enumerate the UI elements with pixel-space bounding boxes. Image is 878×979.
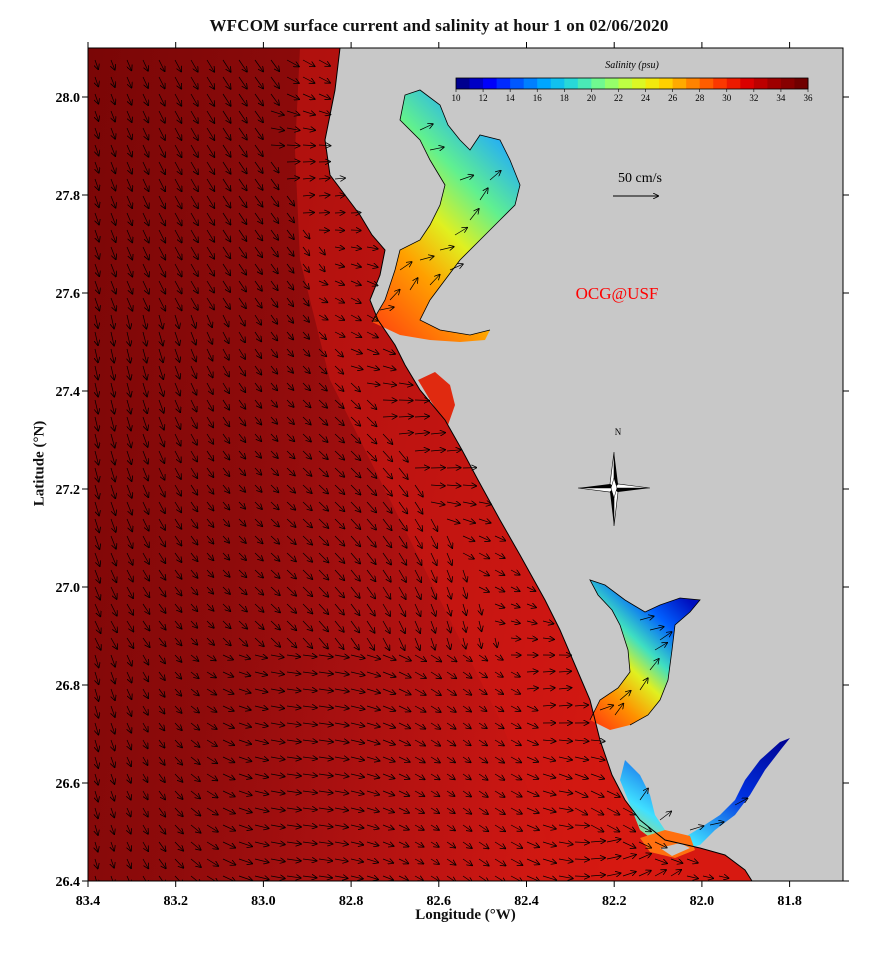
colorbar-cell	[469, 78, 484, 89]
charlotte-harbor	[590, 580, 700, 730]
colorbar-cell	[726, 78, 741, 89]
colorbar-tick-label: 26	[668, 93, 678, 103]
y-axis-label: Latitude (°N)	[31, 420, 48, 507]
colorbar-tick-label: 32	[749, 93, 758, 103]
colorbar-cell	[537, 78, 552, 89]
colorbar-tick-label: 24	[641, 93, 651, 103]
colorbar-tick-label: 10	[452, 93, 462, 103]
sarasota-bay	[418, 372, 455, 425]
y-tick-label: 27.6	[56, 287, 81, 302]
colorbar-cell	[550, 78, 565, 89]
plot-title: WFCOM surface current and salinity at ho…	[209, 16, 669, 35]
y-tick-label: 27.2	[56, 483, 81, 498]
y-tick-label: 27.0	[56, 581, 81, 596]
salinity-colorbar: Salinity (psu) 10 12 14 16 18 20 22 24 26 28 30 32 3…	[452, 60, 814, 103]
colorbar-cell	[604, 78, 619, 89]
x-tick-label: 82.8	[339, 894, 364, 909]
colorbar-cell	[564, 78, 579, 89]
colorbar-cell	[780, 78, 795, 89]
x-tick-label: 82.4	[514, 894, 539, 909]
y-tick-label: 27.4	[56, 385, 81, 400]
colorbar-cell	[767, 78, 782, 89]
x-axis-label: Longitude (°W)	[415, 907, 516, 923]
colorbar-cell	[672, 78, 687, 89]
axis-ticks: 83.4 83.2 83.0 82.8 82.6 82.4 82.2 82.0 81.8 28.0…	[56, 42, 849, 909]
colorbar-cell	[713, 78, 728, 89]
colorbar-cell	[618, 78, 633, 89]
colorbar-cell	[483, 78, 498, 89]
y-tick-label: 28.0	[56, 91, 81, 106]
harbor-outline	[589, 579, 701, 726]
colorbar-tick-label: 28	[695, 93, 705, 103]
plot-frame	[87, 47, 844, 882]
colorbar-tick-label: 12	[479, 93, 488, 103]
colorbar-cell	[632, 78, 647, 89]
y-tick-label: 26.8	[56, 679, 81, 694]
colorbar-cell	[456, 78, 471, 89]
x-tick-label: 83.2	[163, 894, 188, 909]
x-tick-label: 83.0	[251, 894, 276, 909]
compass-north-label: N	[615, 427, 622, 437]
coastal-band	[295, 48, 752, 881]
coastline	[324, 48, 753, 881]
colorbar-cell	[577, 78, 592, 89]
x-tick-label: 83.4	[76, 894, 101, 909]
x-tick-label: 82.6	[427, 894, 452, 909]
colorbar-tick-label: 22	[614, 93, 623, 103]
colorbar-cell	[591, 78, 606, 89]
colorbar-tick-label: 16	[533, 93, 543, 103]
colorbar-cell	[794, 78, 809, 89]
colorbar-tick-label: 30	[722, 93, 732, 103]
colorbar-cell	[523, 78, 538, 89]
compass-rose-icon: N	[577, 427, 651, 527]
current-vectors	[95, 59, 747, 881]
colorbar-cell	[659, 78, 674, 89]
watermark-label: OCG@USF	[576, 284, 659, 303]
colorbar-tick-label: 18	[560, 93, 570, 103]
x-tick-label: 82.0	[690, 894, 715, 909]
colorbar-title: Salinity (psu)	[605, 60, 659, 71]
colorbar-tick-label: 34	[776, 93, 786, 103]
colorbar-tick-label: 36	[804, 93, 814, 103]
colorbar-cell	[753, 78, 768, 89]
colorbar-tick-label: 20	[587, 93, 597, 103]
colorbar-cell	[645, 78, 660, 89]
colorbar-cell	[699, 78, 714, 89]
colorbar-cell	[510, 78, 525, 89]
y-tick-label: 27.8	[56, 189, 81, 204]
colorbar-cell	[686, 78, 701, 89]
tampa-bay	[372, 90, 520, 342]
colorbar-cell	[496, 78, 511, 89]
colorbar-cell	[740, 78, 755, 89]
colorbar-tick-label: 14	[506, 93, 516, 103]
y-tick-label: 26.6	[56, 777, 81, 792]
x-tick-label: 81.8	[777, 894, 802, 909]
scale-label: 50 cm/s	[618, 171, 662, 186]
y-tick-label: 26.4	[56, 875, 81, 890]
x-tick-label: 82.2	[602, 894, 627, 909]
bay-outline	[371, 89, 521, 336]
